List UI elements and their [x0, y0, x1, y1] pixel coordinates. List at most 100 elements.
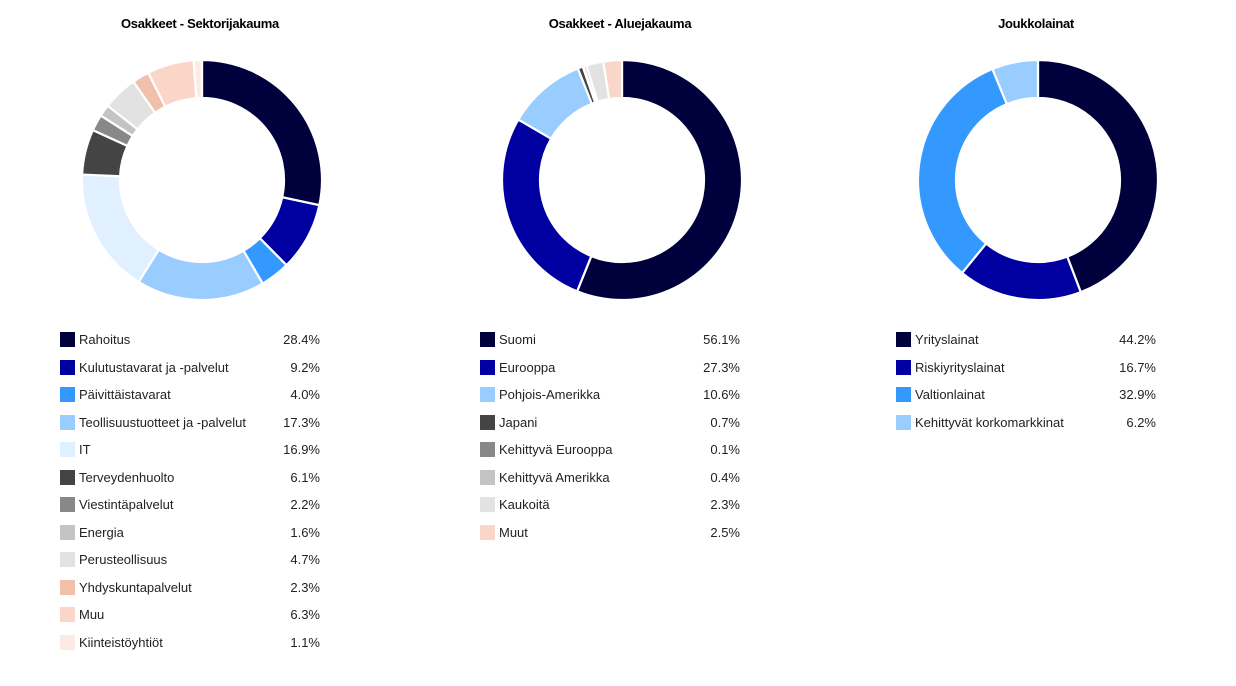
- legend-value: 6.2%: [1126, 414, 1156, 430]
- legend-value: 27.3%: [703, 359, 740, 375]
- legend-swatch: [60, 469, 75, 485]
- legend-swatch: [896, 414, 911, 430]
- legend-swatch: [480, 524, 495, 540]
- legend-item: Yrityslainat 44.2%: [896, 326, 1156, 354]
- legend-value: 1.6%: [290, 524, 320, 540]
- donut-slice-valtionlainat: [916, 67, 1008, 275]
- chart-title: Osakkeet - Aluejakauma: [548, 16, 692, 31]
- legend-swatch: [60, 332, 75, 348]
- legend-label: Kiinteistöyhtiöt: [79, 634, 163, 650]
- legend-label: Rahoitus: [79, 332, 131, 348]
- legend-item: Teollisuustuotteet ja -palvelut 17.3%: [60, 409, 320, 437]
- legend-swatch: [60, 497, 75, 513]
- legend-value: 10.6%: [703, 387, 740, 403]
- legend-swatch: [896, 387, 911, 403]
- legend-label: Terveydenhuolto: [79, 469, 175, 485]
- legend-label: Pohjois-Amerikka: [499, 387, 601, 403]
- legend-label: Valtionlainat: [915, 387, 985, 403]
- legend-swatch: [480, 332, 495, 348]
- donut-slice-it: [80, 173, 160, 284]
- donut-slice-yrityslainat: [1036, 58, 1160, 294]
- legend-label: Muu: [79, 607, 105, 623]
- chart-title: Osakkeet - Sektorijakauma: [121, 16, 279, 31]
- chart-region: Osakkeet - Aluejakauma Suomi 56.1% Euroopp…: [470, 0, 770, 686]
- legend-label: Riskiyrityslainat: [915, 359, 1005, 375]
- legend-value: 6.1%: [290, 469, 320, 485]
- legend-value: 16.7%: [1119, 359, 1156, 375]
- legend-swatch: [60, 387, 75, 403]
- legend: Rahoitus 28.4% Kulutustavarat ja -palvelut…: [60, 326, 320, 656]
- legend-value: 9.2%: [290, 359, 320, 375]
- legend-swatch: [480, 414, 495, 430]
- legend-label: Perusteollisuus: [79, 552, 168, 568]
- legend-swatch: [480, 387, 495, 403]
- legend-swatch: [60, 524, 75, 540]
- legend-swatch: [480, 442, 495, 458]
- legend-item: Valtionlainat 32.9%: [896, 381, 1156, 409]
- donut-chart: [500, 58, 744, 302]
- legend-label: Teollisuustuotteet ja -palvelut: [79, 414, 246, 430]
- donut-slice-suomi: [576, 58, 744, 302]
- legend-swatch: [60, 442, 75, 458]
- chart-title: Joukkolainat: [998, 16, 1074, 31]
- legend-label: Suomi: [499, 332, 536, 348]
- legend-label: Kehittyvä Amerikka: [499, 469, 610, 485]
- legend-label: IT: [79, 442, 91, 458]
- legend-swatch: [480, 469, 495, 485]
- legend-label: Muut: [499, 524, 528, 540]
- legend-item: Terveydenhuolto 6.1%: [60, 464, 320, 492]
- legend-item: Päivittäistavarat 4.0%: [60, 381, 320, 409]
- legend-item: Energia 1.6%: [60, 519, 320, 547]
- legend-swatch: [896, 359, 911, 375]
- legend-value: 17.3%: [283, 414, 320, 430]
- donut-slice-kehittyvät-korkomarkkinat: [991, 58, 1040, 106]
- legend-item: Muut 2.5%: [480, 519, 740, 547]
- legend-swatch: [480, 497, 495, 513]
- legend-label: Kulutustavarat ja -palvelut: [79, 359, 229, 375]
- legend-swatch: [896, 332, 911, 348]
- legend-value: 4.7%: [290, 552, 320, 568]
- chart-sector: Osakkeet - Sektorijakauma Rahoitus 28.4% K…: [50, 0, 350, 686]
- legend-item: Rahoitus 28.4%: [60, 326, 320, 354]
- donut-slice-rahoitus: [200, 58, 324, 207]
- legend-item: Kulutustavarat ja -palvelut 9.2%: [60, 354, 320, 382]
- legend-value: 6.3%: [290, 607, 320, 623]
- legend-item: Kaukoitä 2.3%: [480, 491, 740, 519]
- legend-label: Yrityslainat: [915, 332, 979, 348]
- chart-bonds: Joukkolainat Yrityslainat 44.2% Riskiyrity…: [886, 0, 1186, 686]
- donut-slice-teollisuustuotteet-ja-palvelut: [137, 248, 264, 302]
- legend-value: 28.4%: [283, 332, 320, 348]
- legend-value: 2.3%: [710, 497, 740, 513]
- legend-value: 1.1%: [290, 634, 320, 650]
- legend-item: Japani 0.7%: [480, 409, 740, 437]
- donut-slice-eurooppa: [500, 118, 593, 293]
- legend-value: 56.1%: [703, 332, 740, 348]
- donut-slice-muut: [602, 58, 624, 101]
- legend-swatch: [60, 552, 75, 568]
- legend-value: 32.9%: [1119, 387, 1156, 403]
- legend-item: Yhdyskuntapalvelut 2.3%: [60, 574, 320, 602]
- donut-slice-kiinteistöyhtiöt: [192, 58, 204, 100]
- legend-item: Pohjois-Amerikka 10.6%: [480, 381, 740, 409]
- legend-value: 16.9%: [283, 442, 320, 458]
- legend-item: Perusteollisuus 4.7%: [60, 546, 320, 574]
- legend-item: Riskiyrityslainat 16.7%: [896, 354, 1156, 382]
- legend-label: Viestintäpalvelut: [79, 497, 174, 513]
- legend-item: Kehittyvät korkomarkkinat 6.2%: [896, 409, 1156, 437]
- legend-label: Kehittyvät korkomarkkinat: [915, 414, 1064, 430]
- legend-value: 44.2%: [1119, 332, 1156, 348]
- legend-swatch: [60, 414, 75, 430]
- legend-item: Viestintäpalvelut 2.2%: [60, 491, 320, 519]
- donut-chart: [916, 58, 1160, 302]
- legend-swatch: [60, 579, 75, 595]
- legend-swatch: [60, 634, 75, 650]
- legend-item: Eurooppa 27.3%: [480, 354, 740, 382]
- legend-label: Energia: [79, 524, 124, 540]
- legend: Suomi 56.1% Eurooppa 27.3% Pohjois-Amerikka 1…: [480, 326, 740, 546]
- legend-label: Kehittyvä Eurooppa: [499, 442, 613, 458]
- legend-item: IT 16.9%: [60, 436, 320, 464]
- legend-label: Yhdyskuntapalvelut: [79, 579, 192, 595]
- legend-value: 0.4%: [710, 469, 740, 485]
- legend-value: 2.3%: [290, 579, 320, 595]
- legend-value: 0.1%: [710, 442, 740, 458]
